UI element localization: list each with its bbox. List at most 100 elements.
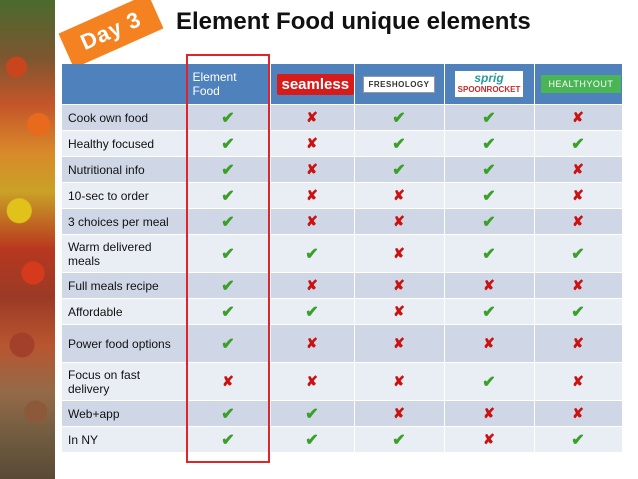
mark-cell: ✔ bbox=[270, 400, 355, 427]
mark-cell: ✔ bbox=[534, 298, 623, 325]
mark-cell: ✘ bbox=[444, 426, 535, 453]
mark-cell: ✘ bbox=[186, 362, 271, 401]
check-icon: ✔ bbox=[221, 135, 235, 153]
mark-cell: ✔ bbox=[444, 362, 535, 401]
check-icon: ✔ bbox=[221, 245, 235, 263]
cross-icon: ✘ bbox=[222, 372, 234, 389]
seamless-logo: seamless bbox=[276, 73, 355, 95]
check-icon: ✔ bbox=[221, 187, 235, 205]
cross-icon: ✘ bbox=[393, 404, 405, 421]
mark-cell: ✔ bbox=[534, 130, 623, 157]
mark-cell: ✔ bbox=[186, 400, 271, 427]
mark-cell: ✔ bbox=[186, 426, 271, 453]
check-icon: ✔ bbox=[305, 303, 319, 321]
cross-icon: ✘ bbox=[306, 160, 318, 177]
mark-cell: ✘ bbox=[354, 324, 445, 363]
mark-cell: ✔ bbox=[186, 298, 271, 325]
cross-icon: ✘ bbox=[393, 302, 405, 319]
check-icon: ✔ bbox=[221, 213, 235, 231]
mark-cell: ✘ bbox=[270, 324, 355, 363]
mark-cell: ✘ bbox=[534, 324, 623, 363]
header-element-food: Element Food bbox=[186, 64, 271, 105]
cross-icon: ✘ bbox=[572, 108, 584, 125]
cross-icon: ✘ bbox=[393, 212, 405, 229]
cross-icon: ✘ bbox=[483, 404, 495, 421]
check-icon: ✔ bbox=[221, 431, 235, 449]
cross-icon: ✘ bbox=[306, 186, 318, 203]
mark-cell: ✔ bbox=[270, 298, 355, 325]
check-icon: ✔ bbox=[482, 213, 496, 231]
cross-icon: ✘ bbox=[572, 334, 584, 351]
row-label: Cook own food bbox=[62, 104, 187, 131]
mark-cell: ✘ bbox=[534, 104, 623, 131]
mark-cell: ✘ bbox=[534, 156, 623, 183]
row-label: Web+app bbox=[62, 400, 187, 427]
mark-cell: ✔ bbox=[354, 104, 445, 131]
mark-cell: ✘ bbox=[270, 362, 355, 401]
cross-icon: ✘ bbox=[306, 372, 318, 389]
mark-cell: ✘ bbox=[270, 208, 355, 235]
check-icon: ✔ bbox=[221, 277, 235, 295]
table-row: Nutritional info ✔ ✘ ✔ ✔ ✘ bbox=[62, 156, 623, 183]
mark-cell: ✘ bbox=[270, 130, 355, 157]
table-row: Web+app ✔ ✔ ✘ ✘ ✘ bbox=[62, 400, 623, 427]
mark-cell: ✔ bbox=[186, 104, 271, 131]
table-row: Cook own food ✔ ✘ ✔ ✔ ✘ bbox=[62, 104, 623, 131]
mark-cell: ✘ bbox=[354, 362, 445, 401]
cross-icon: ✘ bbox=[572, 186, 584, 203]
cross-icon: ✘ bbox=[483, 276, 495, 293]
cross-icon: ✘ bbox=[572, 372, 584, 389]
row-label: In NY bbox=[62, 426, 187, 453]
check-icon: ✔ bbox=[221, 109, 235, 127]
mark-cell: ✔ bbox=[534, 234, 623, 273]
mark-cell: ✔ bbox=[444, 130, 535, 157]
mark-cell: ✘ bbox=[534, 400, 623, 427]
mark-cell: ✘ bbox=[354, 272, 445, 299]
header-freshology: FRESHOLOGY bbox=[354, 64, 445, 105]
mark-cell: ✔ bbox=[534, 426, 623, 453]
mark-cell: ✔ bbox=[186, 182, 271, 209]
row-label: Nutritional info bbox=[62, 156, 187, 183]
cross-icon: ✘ bbox=[483, 430, 495, 447]
check-icon: ✔ bbox=[571, 431, 585, 449]
check-icon: ✔ bbox=[482, 135, 496, 153]
freshology-logo: FRESHOLOGY bbox=[363, 75, 435, 93]
row-label: Healthy focused bbox=[62, 130, 187, 157]
mark-cell: ✘ bbox=[534, 208, 623, 235]
vegetable-photo-strip bbox=[0, 0, 55, 479]
mark-cell: ✘ bbox=[270, 156, 355, 183]
check-icon: ✔ bbox=[482, 187, 496, 205]
cross-icon: ✘ bbox=[572, 212, 584, 229]
header-seamless: seamless bbox=[270, 64, 355, 105]
check-icon: ✔ bbox=[392, 161, 406, 179]
mark-cell: ✔ bbox=[186, 208, 271, 235]
row-label: 3 choices per meal bbox=[62, 208, 187, 235]
mark-cell: ✘ bbox=[270, 182, 355, 209]
row-label: Full meals recipe bbox=[62, 272, 187, 299]
table-row: Warm delivered meals ✔ ✔ ✘ ✔ ✔ bbox=[62, 234, 623, 273]
healthyout-logo: HEALTHYOUT bbox=[540, 75, 622, 93]
mark-cell: ✔ bbox=[444, 208, 535, 235]
mark-cell: ✘ bbox=[270, 272, 355, 299]
row-label: Warm delivered meals bbox=[62, 234, 187, 273]
table-row: Focus on fast delivery ✘ ✘ ✘ ✔ ✘ bbox=[62, 362, 623, 401]
row-label: Power food options bbox=[62, 324, 187, 363]
mark-cell: ✘ bbox=[354, 208, 445, 235]
mark-cell: ✔ bbox=[354, 130, 445, 157]
row-label: Focus on fast delivery bbox=[62, 362, 187, 401]
mark-cell: ✔ bbox=[354, 426, 445, 453]
mark-cell: ✔ bbox=[270, 426, 355, 453]
header-healthyout: HEALTHYOUT bbox=[534, 64, 623, 105]
cross-icon: ✘ bbox=[572, 404, 584, 421]
check-icon: ✔ bbox=[221, 335, 235, 353]
mark-cell: ✘ bbox=[534, 272, 623, 299]
cross-icon: ✘ bbox=[393, 276, 405, 293]
table-row: 3 choices per meal ✔ ✘ ✘ ✔ ✘ bbox=[62, 208, 623, 235]
mark-cell: ✘ bbox=[534, 182, 623, 209]
mark-cell: ✔ bbox=[444, 104, 535, 131]
mark-cell: ✔ bbox=[444, 182, 535, 209]
mark-cell: ✔ bbox=[186, 272, 271, 299]
mark-cell: ✘ bbox=[534, 362, 623, 401]
table-row: Power food options ✔ ✘ ✘ ✘ ✘ bbox=[62, 324, 623, 363]
header-sprig-spoonrocket: sprig SPOONROCKET bbox=[444, 64, 535, 105]
